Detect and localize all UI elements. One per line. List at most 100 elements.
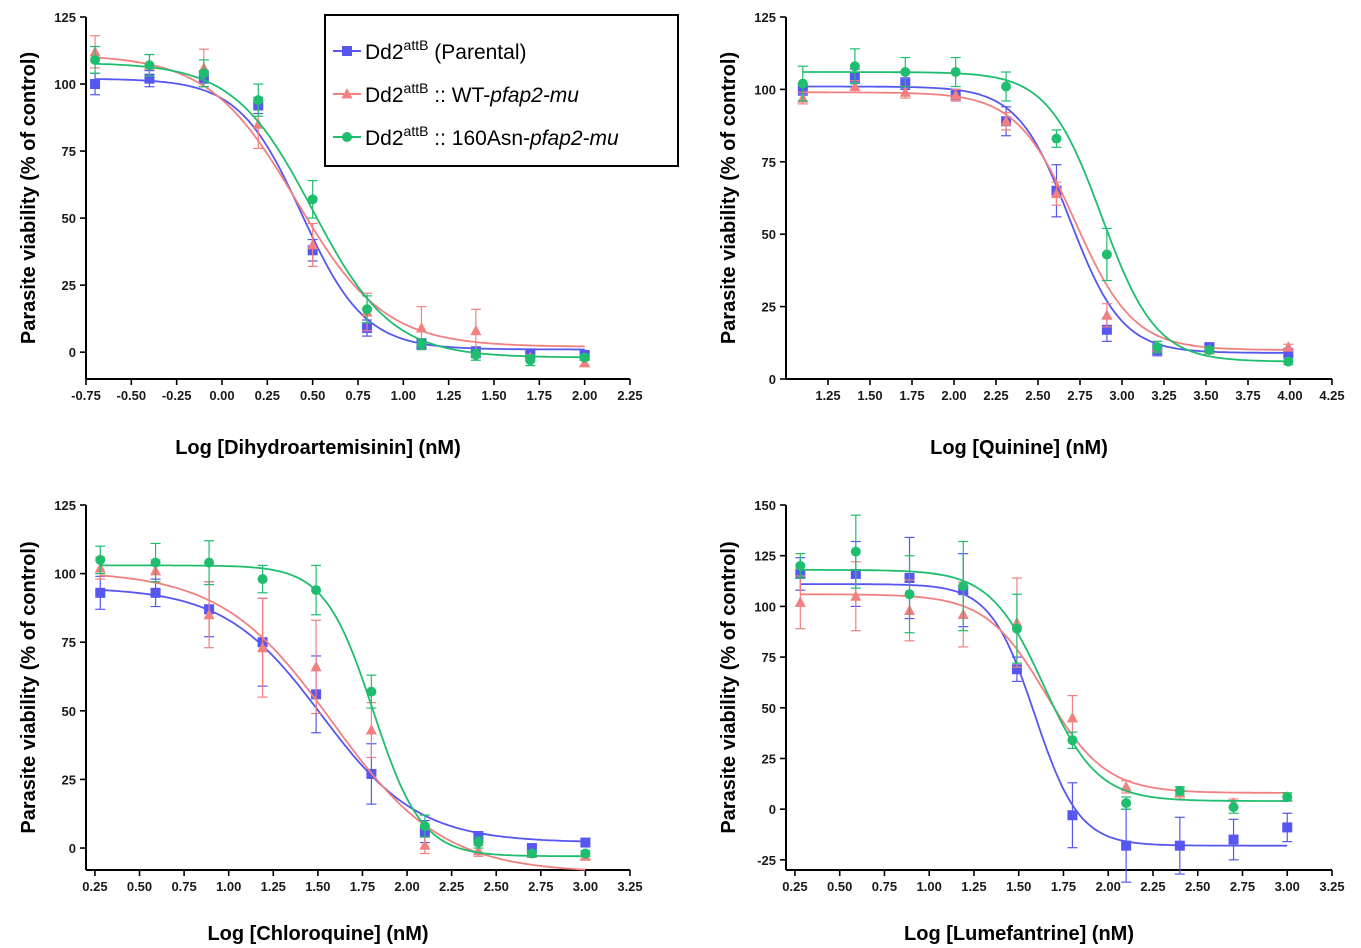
data-point-asn	[1283, 356, 1294, 367]
data-point-asn	[1011, 623, 1022, 634]
x-tick-label: 0.00	[209, 388, 234, 403]
data-point-asn	[850, 546, 861, 557]
data-point-asn	[1101, 249, 1112, 260]
series-parental	[95, 575, 591, 854]
data-point-asn	[416, 339, 427, 350]
x-tick-label: 0.75	[345, 388, 370, 403]
x-axis-title: Log [Dihydroartemisinin] (nM)	[175, 437, 461, 459]
y-tick-label: 75	[762, 155, 776, 170]
x-tick-label: 1.25	[815, 388, 840, 403]
data-point-wt	[415, 322, 427, 333]
data-point-asn	[1152, 342, 1163, 353]
data-point-wt	[310, 660, 322, 672]
series-wt	[94, 556, 591, 871]
data-point-wt	[899, 86, 911, 97]
series-wt	[797, 80, 1294, 355]
y-tick-label: 125	[754, 549, 776, 564]
y-tick-label: 50	[762, 227, 776, 242]
data-point-asn	[1174, 785, 1185, 796]
y-tick-label: 50	[62, 704, 76, 719]
x-tick-label: 0.50	[127, 879, 152, 894]
fit-curve-asn	[95, 62, 585, 359]
data-point-wt	[307, 238, 319, 250]
legend-label-wt: Dd2attB :: WT-pfap2-mu	[365, 80, 579, 107]
y-tick-label: 50	[62, 211, 76, 226]
series-asn	[90, 45, 590, 367]
legend-base-text: Dd2	[365, 84, 404, 107]
x-tick-label: 1.25	[436, 388, 461, 403]
x-tick-label: 2.50	[1025, 388, 1050, 403]
legend-sup-text: attB	[404, 123, 429, 139]
y-tick-label: 150	[754, 498, 776, 513]
x-tick-label: 3.25	[617, 879, 642, 894]
x-tick-label: 0.50	[827, 879, 852, 894]
x-tick-label: 1.50	[1006, 879, 1031, 894]
x-tick-label: 2.00	[572, 388, 597, 403]
data-point-asn	[1228, 802, 1239, 813]
data-point-parental	[1282, 822, 1293, 833]
x-tick-label: 3.25	[1319, 879, 1344, 894]
x-tick-label: 1.25	[261, 879, 286, 894]
legend-marker-wt	[341, 88, 353, 99]
data-point-wt	[257, 641, 269, 653]
x-tick-label: 1.50	[481, 388, 506, 403]
chart-panel-2: 1.25 1.50 1.75 2.00 2.25 2.50 2.75 3.00 3.25 3.50…	[718, 10, 1345, 459]
legend-marker-parental	[342, 46, 352, 56]
y-tick-label: 125	[54, 10, 76, 25]
x-tick-label: 1.75	[899, 388, 924, 403]
data-point-asn	[797, 78, 808, 89]
x-tick-label: 0.25	[255, 388, 280, 403]
data-point-asn	[473, 837, 484, 848]
x-tick-label: 2.75	[1230, 879, 1255, 894]
x-tick-label: 1.00	[391, 388, 416, 403]
x-tick-label: 2.75	[1067, 388, 1092, 403]
x-axis-title: Log [Lumefantrine] (nM)	[904, 923, 1134, 945]
legend-middle-text: (Parental)	[428, 41, 526, 64]
data-point-asn	[198, 68, 209, 79]
series-asn	[795, 514, 1293, 814]
legend: Dd2attB (Parental)Dd2attB :: WT-pfap2-mu…	[324, 14, 679, 167]
data-point-wt	[1000, 115, 1012, 126]
x-tick-label: 3.50	[1193, 388, 1218, 403]
y-axis-title: Parasite viability (% of control)	[18, 52, 40, 344]
legend-middle-text: :: 160Asn-	[428, 127, 530, 150]
data-point-asn	[580, 848, 591, 859]
x-tick-label: 1.75	[350, 879, 375, 894]
data-point-wt	[365, 724, 377, 735]
x-tick-label: 0.75	[171, 879, 196, 894]
x-tick-label: 1.75	[527, 388, 552, 403]
y-tick-label: 100	[754, 82, 776, 97]
x-tick-label: 0.50	[300, 388, 325, 403]
y-tick-label: 25	[62, 772, 76, 787]
fit-curve-parental	[100, 589, 586, 843]
data-point-asn	[362, 304, 373, 315]
y-tick-label: 25	[62, 278, 76, 293]
data-point-asn	[1204, 345, 1215, 356]
x-tick-label: 4.25	[1319, 388, 1344, 403]
data-point-parental	[1228, 834, 1239, 845]
data-point-wt	[794, 596, 806, 607]
data-point-asn	[150, 557, 161, 568]
data-point-parental	[1011, 664, 1022, 675]
x-tick-label: 2.25	[1140, 879, 1165, 894]
y-tick-label: 125	[754, 10, 776, 25]
fit-curve-parental	[800, 583, 1288, 847]
y-tick-label: 75	[762, 650, 776, 665]
data-point-parental	[144, 73, 155, 84]
data-point-parental	[1283, 347, 1294, 358]
data-point-wt	[850, 590, 862, 601]
data-point-parental	[90, 79, 101, 90]
series-parental	[795, 536, 1293, 883]
y-axis-title: Parasite viability (% of control)	[18, 541, 40, 833]
y-tick-label: 100	[754, 599, 776, 614]
data-point-asn	[1282, 792, 1293, 802]
x-tick-label: 1.50	[857, 388, 882, 403]
data-point-parental	[580, 837, 591, 848]
data-point-asn	[311, 585, 322, 596]
fit-curve-parental	[802, 85, 1289, 354]
data-point-wt	[950, 89, 962, 100]
data-point-parental	[1067, 810, 1078, 821]
x-tick-label: 1.50	[305, 879, 330, 894]
legend-italic-text: pfap2-mu	[529, 127, 619, 150]
